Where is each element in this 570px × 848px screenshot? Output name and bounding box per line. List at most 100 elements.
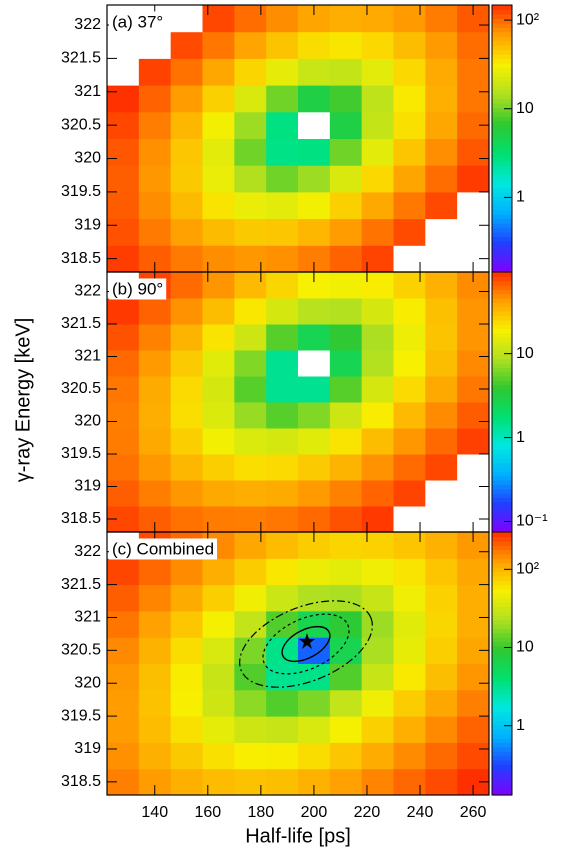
- heatmap-cell: [266, 111, 299, 139]
- colorbar-slice: [492, 263, 512, 269]
- heatmap-cell: [361, 689, 394, 717]
- heatmap-cell: [234, 85, 267, 113]
- heatmap-cell: [138, 165, 172, 193]
- heatmap-cell: [266, 350, 299, 377]
- colorbar-slice: [492, 593, 512, 599]
- colorbar-slice: [492, 768, 512, 774]
- colorbar-slice: [492, 681, 512, 687]
- heatmap-cell: [361, 138, 394, 166]
- heatmap-cell: [202, 165, 235, 193]
- colorbar-slice: [492, 497, 512, 503]
- heatmap-cell: [234, 402, 267, 429]
- colorbar-slice: [492, 724, 512, 730]
- colorbar-slice: [492, 358, 512, 364]
- colorbar-slice: [492, 432, 512, 438]
- colorbar-slice: [492, 471, 512, 477]
- colorbar-slice: [492, 423, 512, 429]
- heatmap-cell: [107, 350, 140, 377]
- heatmap-cell: [393, 324, 426, 351]
- heatmap-cell: [425, 218, 458, 246]
- x-axis-title: Half-life [ps]: [245, 825, 351, 847]
- colorbar-slice: [492, 553, 512, 559]
- y-tick-label: 319.5: [61, 183, 101, 200]
- heatmap-cell: [138, 58, 172, 86]
- colorbar-slice: [492, 89, 512, 95]
- colorbar-slice: [492, 602, 512, 608]
- colorbar-slice: [492, 298, 512, 303]
- heatmap-cell: [138, 637, 172, 664]
- colorbar-slice: [492, 191, 512, 197]
- heatmap-cell: [266, 584, 299, 612]
- heatmap-cell: [107, 716, 140, 743]
- heatmap-cell: [361, 218, 394, 246]
- heatmap-cell: [329, 376, 363, 403]
- heatmap-cell: [170, 689, 203, 717]
- heatmap-cell: [329, 324, 363, 351]
- heatmap-cell: [393, 584, 426, 612]
- colorbar-slice: [492, 174, 512, 180]
- heatmap-cell: [202, 428, 235, 455]
- heatmap-cell: [361, 324, 394, 351]
- y-tick-label: 319.5: [61, 445, 101, 462]
- colorbar-slice: [492, 567, 512, 573]
- heatmap-cell: [266, 376, 299, 403]
- heatmap-cell: [234, 716, 267, 743]
- heatmap-cell: [457, 191, 490, 220]
- colorbar-slice: [492, 27, 512, 33]
- heatmap-cell: [107, 324, 140, 351]
- colorbar-slice: [492, 350, 512, 355]
- colorbar-slice: [492, 125, 512, 131]
- heatmap-cell: [425, 245, 458, 273]
- colorbar-slice: [492, 624, 512, 630]
- heatmap-cell: [329, 165, 363, 193]
- colorbar-slice: [492, 536, 512, 542]
- colorbar-slice: [492, 40, 512, 46]
- heatmap-cell: [393, 768, 426, 796]
- heatmap-cell: [202, 610, 235, 638]
- colorbar-slice: [492, 419, 512, 425]
- colorbar-slice: [492, 205, 512, 211]
- heatmap-cell: [298, 111, 331, 139]
- colorbar-slice: [492, 389, 512, 394]
- colorbar-slice: [492, 445, 512, 451]
- panel-label: (b) 90°: [112, 279, 163, 298]
- y-tick-label: 319: [74, 740, 101, 757]
- colorbar-slice: [492, 227, 512, 233]
- heatmap-cell: [170, 218, 203, 246]
- heatmap-cell: [234, 610, 267, 638]
- heatmap-cell: [329, 428, 363, 455]
- heatmap-cell: [234, 742, 267, 770]
- colorbar-slice: [492, 716, 512, 722]
- best-fit-marker: [299, 633, 315, 649]
- heatmap-cell: [234, 532, 267, 559]
- colorbar-slice: [492, 209, 512, 215]
- heatmap-cell: [234, 5, 267, 33]
- colorbar-slice: [492, 160, 512, 166]
- heatmap-cell: [457, 31, 490, 59]
- y-tick-label: 321.5: [61, 50, 101, 67]
- colorbar-slice: [492, 147, 512, 153]
- colorbar-slice: [492, 200, 512, 206]
- heatmap-cell: [329, 402, 363, 429]
- heatmap-cell: [425, 402, 458, 429]
- colorbar-slice: [492, 402, 512, 407]
- colorbar-slice: [492, 231, 512, 237]
- colorbar-slice: [492, 85, 512, 91]
- colorbar-tick-label: 10: [516, 100, 534, 117]
- colorbar-slice: [492, 371, 512, 377]
- colorbar-slice: [492, 324, 512, 329]
- heatmap-cell: [361, 716, 394, 743]
- colorbar-slice: [492, 218, 512, 224]
- colorbar-slice: [492, 571, 512, 577]
- colorbar-slice: [492, 558, 512, 564]
- heatmap-cell: [266, 480, 299, 507]
- heatmap-cell: [202, 138, 235, 166]
- colorbar-slice: [492, 94, 512, 100]
- colorbar-slice: [492, 742, 512, 748]
- heatmap-cell: [138, 742, 172, 770]
- colorbar-slice: [492, 376, 512, 381]
- heatmap-cell: [393, 298, 426, 325]
- heatmap-cell: [234, 376, 267, 403]
- heatmap-cell: [298, 298, 331, 325]
- heatmap-cell: [170, 324, 203, 351]
